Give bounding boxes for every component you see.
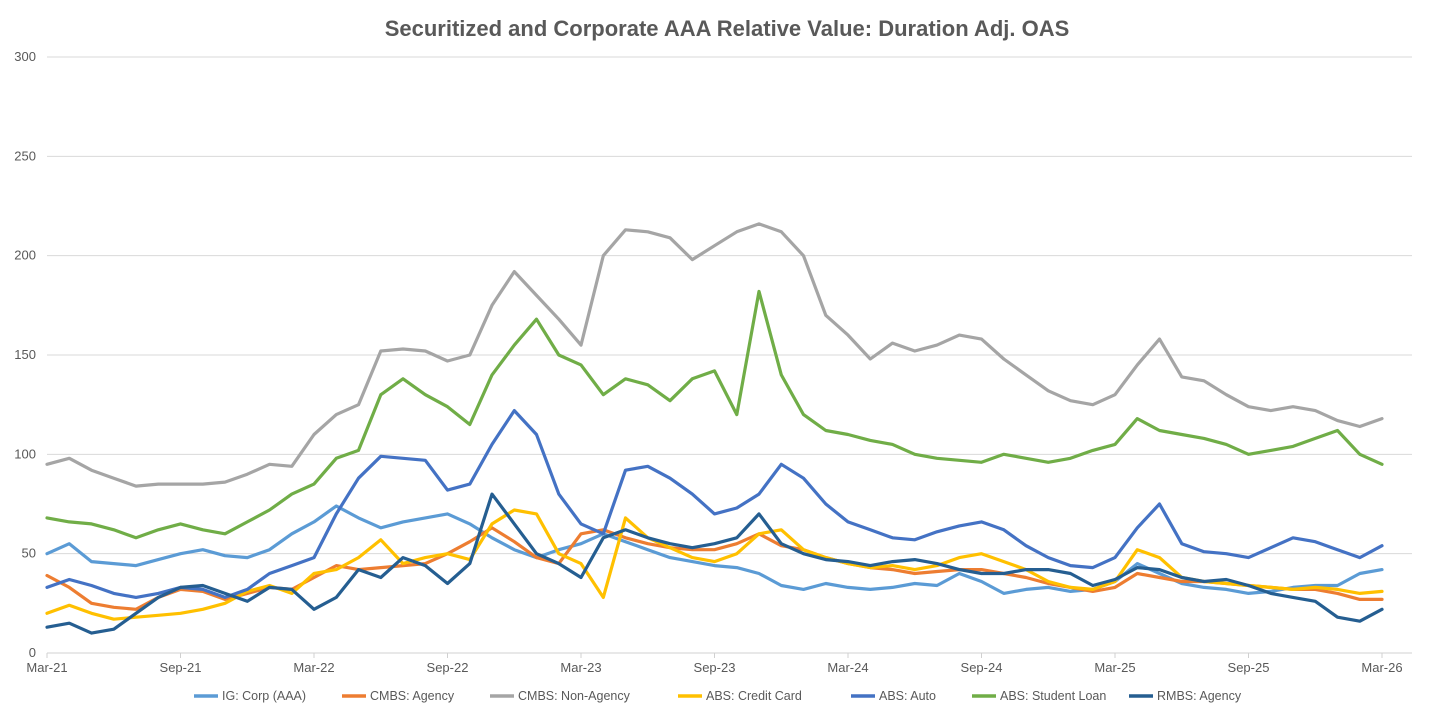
- y-axis-labels: 0 50 100 150 200 250 300: [14, 49, 36, 660]
- series-line-ig-corp-aaa: [45, 504, 1384, 595]
- legend-label: CMBS: Non-Agency: [518, 689, 631, 703]
- x-tick-label: Sep-21: [160, 660, 202, 675]
- legend: IG: Corp (AAA) CMBS: Agency CMBS: Non-Agen…: [194, 689, 1242, 703]
- series-line-abs-auto: [45, 409, 1384, 599]
- x-tick-label: Mar-26: [1361, 660, 1402, 675]
- grid-layer: [47, 56, 1412, 654]
- legend-label: CMBS: Agency: [370, 689, 455, 703]
- x-tick-label: Sep-24: [961, 660, 1003, 675]
- y-tick-label: 300: [14, 49, 36, 64]
- x-tick-label: Mar-25: [1094, 660, 1135, 675]
- legend-label: ABS: Credit Card: [706, 689, 802, 703]
- x-tick-label: Mar-22: [293, 660, 334, 675]
- x-axis-labels: Mar-21 Sep-21 Mar-22 Sep-22 Mar-23 Sep-23 Mar-…: [26, 653, 1403, 675]
- x-tick-label: Sep-23: [694, 660, 736, 675]
- legend-label: RMBS: Agency: [1157, 689, 1242, 703]
- x-tick-label: Mar-23: [560, 660, 601, 675]
- y-tick-label: 0: [29, 645, 36, 660]
- series-line-abs-student-loan: [45, 289, 1384, 540]
- legend-label: ABS: Student Loan: [1000, 689, 1106, 703]
- x-tick-label: Mar-24: [827, 660, 868, 675]
- y-tick-label: 100: [14, 446, 36, 461]
- chart-title: Securitized and Corporate AAA Relative V…: [385, 16, 1070, 41]
- series-line-cmbs-agency: [45, 526, 1384, 611]
- y-tick-label: 50: [22, 546, 36, 561]
- legend-label: IG: Corp (AAA): [222, 689, 306, 703]
- series-lines: [45, 222, 1384, 635]
- y-tick-label: 200: [14, 248, 36, 263]
- y-tick-label: 250: [14, 148, 36, 163]
- x-tick-label: Mar-21: [26, 660, 67, 675]
- y-tick-label: 150: [14, 347, 36, 362]
- series-line-cmbs-non-agency: [45, 222, 1384, 488]
- series-line-abs-credit-card: [45, 508, 1384, 621]
- x-tick-label: Sep-22: [427, 660, 469, 675]
- series-line-rmbs-agency: [45, 492, 1384, 635]
- legend-label: ABS: Auto: [879, 689, 936, 703]
- x-tick-label: Sep-25: [1228, 660, 1270, 675]
